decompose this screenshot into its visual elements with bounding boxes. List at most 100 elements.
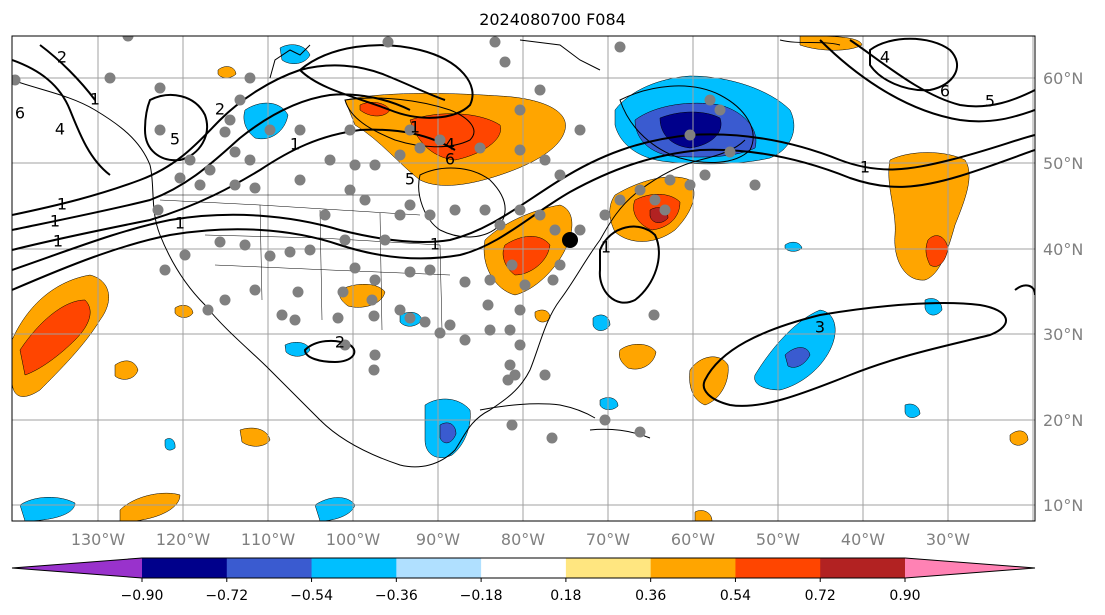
station-dot — [370, 275, 381, 286]
station-dot — [285, 247, 296, 258]
anomaly-region — [905, 404, 920, 418]
location-marker — [562, 232, 578, 248]
station-dot — [480, 205, 491, 216]
anomaly-region — [785, 242, 802, 251]
station-dot — [460, 335, 471, 346]
contour-label: 2 — [335, 333, 345, 352]
anomaly-region — [690, 357, 729, 405]
longitude-labels: 130°W 120°W 110°W 100°W 90°W 80°W 70°W 60°W 50°W… — [71, 530, 970, 549]
colorbar: −0.90 −0.72 −0.54 −0.36 −0.18 0.18 0.36 0.54 0.7… — [12, 558, 1035, 604]
station-dot — [338, 287, 349, 298]
station-dot — [240, 240, 251, 251]
contour-label: 6 — [15, 104, 25, 123]
station-dot — [175, 173, 186, 184]
station-dot — [345, 185, 356, 196]
station-dot — [265, 125, 276, 136]
colorbar-tick-label: 0.18 — [550, 588, 581, 604]
station-dot — [615, 195, 626, 206]
station-dot — [225, 115, 236, 126]
station-dot — [600, 210, 611, 221]
longitude-label: 110°W — [241, 530, 296, 549]
station-dot — [485, 325, 496, 336]
station-dot — [450, 205, 461, 216]
station-dot — [635, 427, 646, 438]
station-dot — [370, 350, 381, 361]
station-dot — [705, 95, 716, 106]
station-dot — [575, 225, 586, 236]
station-dot — [550, 225, 561, 236]
station-dot — [649, 310, 660, 321]
station-dot — [180, 250, 191, 261]
station-dot — [405, 200, 416, 211]
station-dot — [715, 105, 726, 116]
station-dot — [483, 300, 494, 311]
contour-label: 1 — [175, 214, 185, 233]
colorbar-segment — [735, 558, 820, 578]
station-dot — [105, 73, 116, 84]
station-dot — [575, 125, 586, 136]
station-dot — [475, 143, 486, 154]
station-dot — [230, 147, 241, 158]
anomaly-region — [165, 438, 175, 450]
station-dot — [305, 245, 316, 256]
station-dot — [635, 185, 646, 196]
longitude-label: 60°W — [671, 530, 715, 549]
station-dot — [520, 280, 531, 291]
station-dot — [445, 320, 456, 331]
station-dot — [540, 370, 551, 381]
colorbar-extend-max — [905, 558, 1035, 578]
longitude-label: 90°W — [416, 530, 460, 549]
station-dot — [395, 305, 406, 316]
station-dot — [10, 75, 21, 86]
colorbar-tick-label: −0.36 — [375, 588, 418, 604]
longitude-label: 70°W — [586, 530, 630, 549]
station-dot — [547, 433, 558, 444]
contour-label: 1 — [601, 238, 611, 257]
station-dot — [395, 150, 406, 161]
station-dot — [435, 328, 446, 339]
latitude-label: 10°N — [1043, 496, 1083, 515]
station-dot — [245, 155, 256, 166]
anomaly-region — [20, 497, 75, 521]
station-dot — [340, 235, 351, 246]
colorbar-tick-label: −0.18 — [460, 588, 503, 604]
colorbar-tick-label: 0.72 — [805, 588, 836, 604]
station-dot — [160, 265, 171, 276]
colorbar-tick-label: 0.90 — [889, 588, 920, 604]
station-dot — [415, 143, 426, 154]
station-dot — [460, 277, 471, 288]
station-dot — [548, 275, 559, 286]
colorbar-segment — [481, 558, 566, 578]
station-dot — [615, 42, 626, 53]
station-dot — [383, 37, 394, 48]
station-dot — [220, 295, 231, 306]
station-dot — [515, 205, 526, 216]
station-dot — [195, 180, 206, 191]
station-dot — [515, 105, 526, 116]
colorbar-segment — [396, 558, 481, 578]
station-dot — [155, 83, 166, 94]
station-dot — [333, 313, 344, 324]
contour-label: 1 — [290, 135, 300, 154]
anomaly-region — [115, 361, 138, 380]
colorbar-tick-label: −0.72 — [205, 588, 248, 604]
anomaly-region — [1010, 431, 1028, 445]
station-dot — [515, 145, 526, 156]
contour-label: 1 — [50, 212, 60, 231]
station-dot — [555, 260, 566, 271]
station-dot — [700, 170, 711, 181]
station-dot — [185, 155, 196, 166]
station-dot — [369, 365, 380, 376]
anomaly-region — [240, 428, 270, 446]
latitude-label: 40°N — [1043, 240, 1083, 259]
station-dot — [685, 130, 696, 141]
colorbar-segment — [566, 558, 651, 578]
station-dot — [265, 251, 276, 262]
colorbar-extend-min — [12, 558, 142, 578]
station-dot — [395, 210, 406, 221]
station-dot — [350, 263, 361, 274]
station-dot — [220, 127, 231, 138]
station-dot — [750, 180, 761, 191]
station-dot — [290, 315, 301, 326]
contour-label: 6 — [940, 82, 950, 101]
